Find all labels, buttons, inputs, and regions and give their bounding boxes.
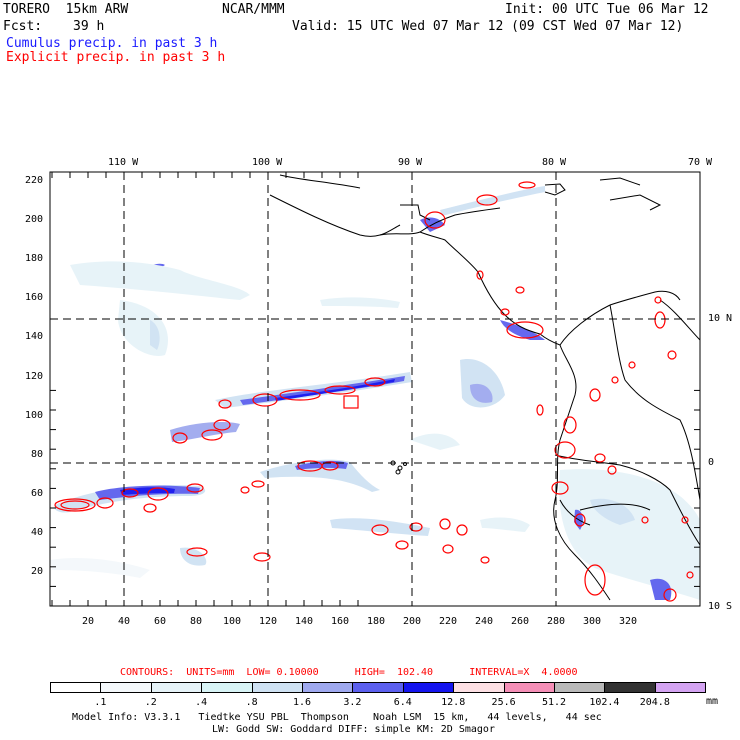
model-name: TORERO 15km ARW (3, 2, 129, 17)
lon-label: 90 W (398, 157, 423, 168)
y-tick-label: 80 (31, 449, 44, 460)
legend-value: 25.6 (491, 697, 516, 708)
x-tick-label: 320 (619, 616, 638, 627)
x-tick-label: 160 (331, 616, 350, 627)
y-tick-label: 180 (25, 253, 44, 264)
x-tick-label: 260 (511, 616, 530, 627)
cumulus-precip-shading (50, 186, 700, 600)
legend-value: 51.2 (541, 697, 567, 708)
x-tick-label: 280 (547, 616, 566, 627)
valid-time: Valid: 15 UTC Wed 07 Mar 12 (09 CST Wed … (292, 19, 684, 34)
legend-color-box (302, 682, 354, 693)
y-tick-label: 140 (25, 331, 44, 342)
x-tick-label: 40 (118, 616, 131, 627)
legend-value: .1 (94, 697, 107, 708)
legend-unit: mm (706, 696, 719, 707)
y-tick-label: 60 (31, 488, 44, 499)
x-tick-label: 20 (82, 616, 95, 627)
legend-color-box (654, 682, 707, 693)
lon-label: 110 W (108, 157, 139, 168)
legend-color-box (352, 682, 404, 693)
lat-label: 10 N (708, 313, 733, 324)
legend-color-box (402, 682, 455, 693)
y-tick-label: 20 (31, 566, 44, 577)
legend-value: .8 (245, 697, 258, 708)
organization: NCAR/MMM (222, 2, 285, 17)
axis-ticks (50, 172, 700, 607)
explicit-legend-line: Explicit precip. in past 3 h (6, 50, 226, 65)
map-frame (49, 171, 701, 607)
legend-value: .2 (144, 697, 157, 708)
y-tick-label: 200 (25, 214, 44, 225)
x-tick-label: 180 (367, 616, 386, 627)
legend-color-box (554, 682, 606, 693)
x-tick-label: 100 (223, 616, 242, 627)
legend-color-box (453, 682, 505, 693)
x-tick-label: 220 (439, 616, 458, 627)
legend-value: .4 (195, 697, 208, 708)
lon-label: 70 W (688, 157, 713, 168)
x-tick-label: 80 (190, 616, 203, 627)
lat-label: 10 S (708, 601, 733, 612)
x-tick-label: 200 (403, 616, 422, 627)
legend-color-box (604, 682, 656, 693)
legend-color-box (150, 682, 203, 693)
legend-value: 1.6 (292, 697, 312, 708)
fcst-hours: 39 h (73, 19, 105, 34)
legend-value: 12.8 (441, 697, 466, 708)
lon-label: 100 W (252, 157, 283, 168)
x-tick-label: 120 (259, 616, 278, 627)
legend-value: 204.8 (639, 697, 670, 708)
legend-color-box (503, 682, 555, 693)
model-info: Model Info: V3.3.1 Tiedtke YSU PBL Thomp… (72, 712, 602, 723)
explicit-precip-contours (54, 181, 694, 602)
contours-info: CONTOURS: UNITS=mm LOW= 0.10000 HIGH= 10… (120, 667, 578, 678)
init-time: Init: 00 UTC Tue 06 Mar 12 (505, 2, 709, 17)
legend-value: 3.2 (343, 697, 362, 708)
y-tick-label: 120 (25, 371, 44, 382)
y-tick-label: 100 (25, 410, 44, 421)
legend-value: 102.4 (589, 697, 620, 708)
legend-color-box (201, 682, 253, 693)
y-tick-label: 160 (25, 292, 44, 303)
legend-color-box (100, 682, 152, 693)
x-tick-label: 60 (154, 616, 167, 627)
x-tick-label: 240 (475, 616, 494, 627)
cumulus-legend-line: Cumulus precip. in past 3 h (6, 36, 218, 51)
legend-color-box (50, 682, 102, 693)
legend-color-box (251, 682, 303, 693)
y-tick-label: 40 (31, 527, 44, 538)
fcst-label: Fcst: (3, 19, 43, 34)
latlon-grid (50, 172, 700, 606)
lat-label: 0 (708, 457, 715, 468)
y-tick-label: 220 (25, 175, 44, 186)
lon-label: 80 W (542, 157, 567, 168)
legend-value: 6.4 (393, 697, 412, 708)
x-tick-label: 140 (295, 616, 314, 627)
x-tick-label: 300 (583, 616, 602, 627)
physics-info: LW: Godd SW: Goddard DIFF: simple KM: 2D… (212, 724, 495, 735)
